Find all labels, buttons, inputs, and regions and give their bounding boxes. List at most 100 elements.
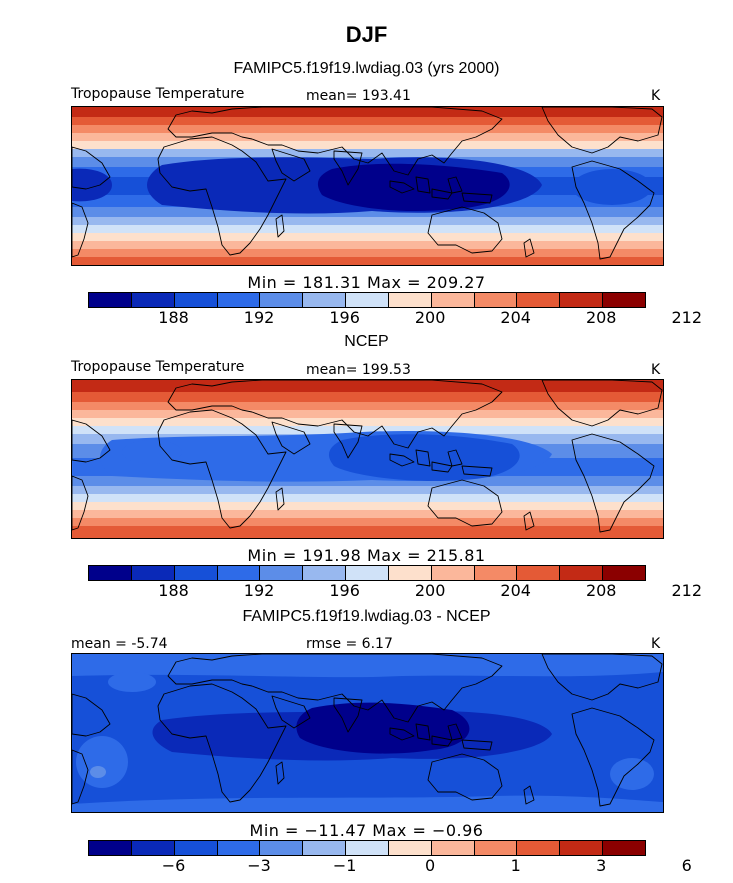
panel-1-map [71,106,664,266]
contour-band [72,249,663,257]
coastline [167,654,503,723]
coastline [333,150,363,186]
contour-band [72,225,663,233]
panel-3-rmse-label: rmse = 6.17 [306,636,393,652]
coastline [415,723,431,741]
contour-region [72,795,663,812]
coastline [72,202,89,258]
panel-1-minmax: Min = 181.31 Max = 209.27 [247,273,486,292]
colorbar-tick-label: 188 [158,308,189,327]
contour-band [72,402,663,410]
colorbar-swatch [131,566,175,580]
colorbar-tick-label: −3 [247,856,271,875]
coastline [523,511,535,531]
panel-1-colorbar [88,292,646,308]
colorbar-swatch [603,841,645,855]
coastline [389,180,415,194]
colorbar-tick-label: 204 [500,308,531,327]
colorbar-swatch [174,841,218,855]
colorbar-tick-label: 200 [414,581,446,600]
coastline [333,423,363,459]
coastline [167,107,503,176]
coastline [389,727,415,741]
contour-region [72,168,112,202]
colorbar-swatch [388,566,432,580]
colorbar-swatch [388,841,432,855]
coastline [461,739,493,751]
contour-band [72,117,663,125]
contour-band [72,380,663,392]
contour-region [328,434,520,482]
panel-2-minmax: Min = 191.98 Max = 215.81 [247,546,486,565]
panel-3-colorbar [88,840,646,856]
coastline [427,479,503,527]
colorbar-swatch [217,566,261,580]
colorbar-swatch [89,841,132,855]
contour-band [72,410,663,418]
contour-band [72,510,663,518]
colorbar-tick-label: 188 [158,581,189,600]
contour-band [72,494,663,502]
colorbar-swatch [303,566,347,580]
panel-3-minmax: Min = −11.47 Max = −0.96 [249,821,484,840]
contour-band [72,207,663,217]
colorbar-swatch [346,841,389,855]
colorbar-swatch [388,293,432,307]
colorbar-tick-label: 208 [585,308,617,327]
colorbar-tick-label: 0 [425,856,436,875]
coastline [461,192,493,204]
panel-2-map [71,379,664,539]
contour-band [72,502,663,510]
colorbar-swatch [474,841,518,855]
contour-band [72,476,663,486]
colorbar-swatch [89,293,132,307]
colorbar-tick-label: 208 [585,581,617,600]
colorbar-tick-label: 196 [329,308,360,327]
panel-1-mean-label: mean= 193.41 [306,88,411,104]
contour-region [610,758,654,790]
contour-band [72,125,663,133]
coastline [271,148,311,182]
panel-3-mean-label: mean = -5.74 [71,636,168,652]
panel-2-heading: NCEP [344,333,389,350]
colorbar-swatch [431,841,475,855]
colorbar-swatch [260,841,304,855]
coastline [271,421,311,455]
contour-region [108,672,156,692]
coastline [275,487,285,511]
coastline [541,380,663,427]
coastline [333,697,363,733]
coastline [523,238,535,258]
panel-1-units-label: K [651,88,661,104]
colorbar-tick-label: 200 [414,308,446,327]
colorbar-tick-label: 192 [243,308,275,327]
colorbar-tick-label: 192 [243,581,275,600]
coastline [541,107,663,154]
coastline [541,654,663,701]
colorbar-swatch [517,293,561,307]
contour-region [296,702,470,754]
coastline [157,409,287,529]
panel-1-variable-label: Tropopause Temperature [71,86,245,102]
colorbar-swatch [346,293,389,307]
colorbar-swatch [603,566,645,580]
colorbar-swatch [217,293,261,307]
contour-band [72,107,663,117]
colorbar-swatch [474,293,518,307]
panel-2-units-label: K [651,362,661,378]
coastline [415,449,431,467]
colorbar-tick-label: 1 [510,856,521,875]
colorbar-swatch [260,293,304,307]
coastline [72,693,111,737]
panel-2-variable-label: Tropopause Temperature [71,359,245,375]
coastline [447,449,463,467]
colorbar-swatch [174,293,218,307]
contour-band [72,486,663,494]
colorbar-swatch [303,293,347,307]
colorbar-tick-label: 3 [596,856,607,875]
colorbar-swatch [560,566,604,580]
contour-band [72,426,663,434]
contour-band [72,233,663,241]
coastline [389,453,415,467]
colorbar-tick-label: 212 [671,581,703,600]
